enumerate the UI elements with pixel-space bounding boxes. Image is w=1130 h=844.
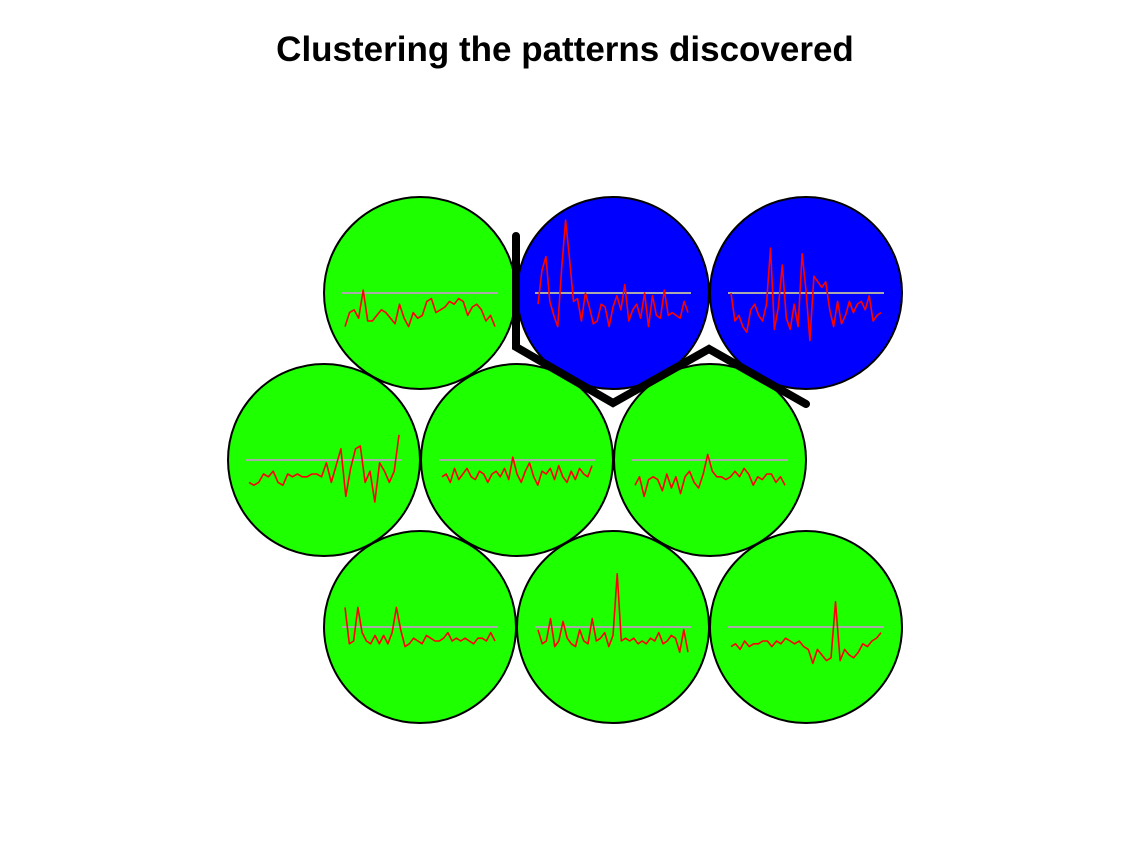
pattern-series-line [634,453,786,498]
pattern-series-line [537,572,689,654]
pattern-series-line [730,600,882,665]
som-cell-r1c1 [323,196,517,390]
som-cell-r2c3 [613,363,807,557]
som-cell-r2c1 [227,363,421,557]
som-cell-r2c2 [420,363,614,557]
pattern-series-line [441,456,593,487]
som-cell-r3c2 [516,530,710,724]
cluster-boundary-line [512,232,810,408]
pattern-series-line [248,434,400,503]
som-cells [227,196,903,724]
pattern-series-line [537,219,689,328]
pattern-series-line [344,606,496,648]
pattern-series-line [344,289,496,328]
diagram-title: Clustering the patterns discovered [276,30,854,69]
pattern-series-line [730,247,882,342]
som-cell-r3c1 [323,530,517,724]
som-cell-r1c3 [709,196,903,390]
som-cell-r3c3 [709,530,903,724]
